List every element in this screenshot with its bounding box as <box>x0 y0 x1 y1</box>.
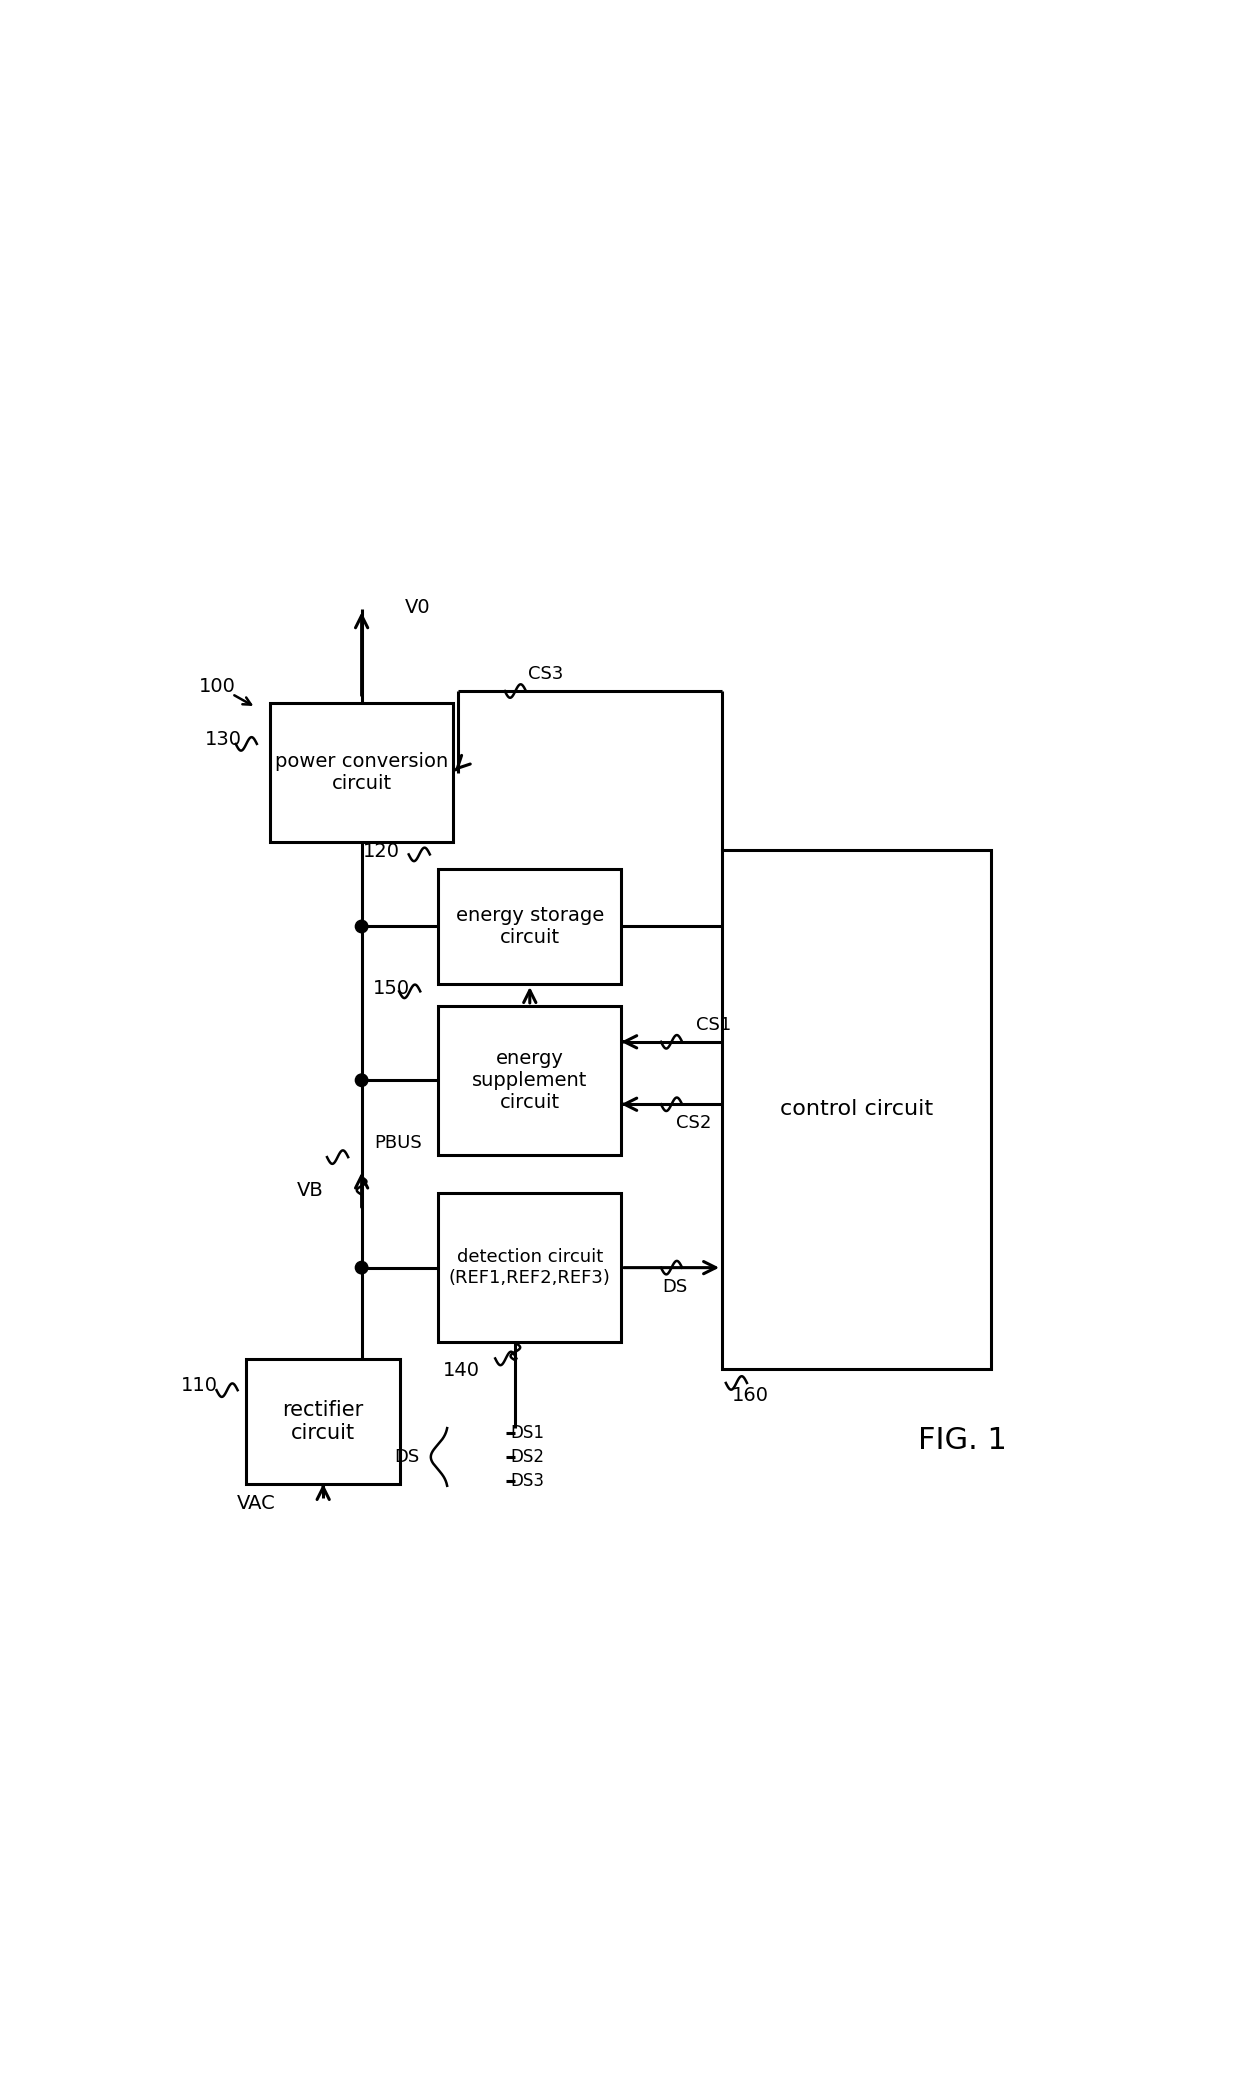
FancyBboxPatch shape <box>439 1193 621 1343</box>
Text: energy
supplement
circuit: energy supplement circuit <box>472 1049 588 1112</box>
FancyBboxPatch shape <box>439 1006 621 1156</box>
Text: CS1: CS1 <box>696 1016 730 1033</box>
Text: DS1: DS1 <box>511 1424 544 1443</box>
Text: power conversion
circuit: power conversion circuit <box>275 752 448 793</box>
Circle shape <box>356 1262 368 1274</box>
Text: DS: DS <box>662 1278 687 1295</box>
Text: 110: 110 <box>181 1376 217 1395</box>
Text: DS2: DS2 <box>511 1447 544 1466</box>
Text: DS: DS <box>394 1447 419 1466</box>
FancyBboxPatch shape <box>270 704 453 843</box>
Text: detection circuit
(REF1,REF2,REF3): detection circuit (REF1,REF2,REF3) <box>449 1249 611 1287</box>
Circle shape <box>356 920 368 933</box>
Text: CS2: CS2 <box>676 1114 712 1133</box>
Text: VAC: VAC <box>237 1493 275 1514</box>
Text: 100: 100 <box>200 677 236 695</box>
Text: 130: 130 <box>205 729 242 750</box>
Text: 120: 120 <box>363 841 401 862</box>
Text: VB: VB <box>296 1180 324 1199</box>
Text: CS3: CS3 <box>528 664 563 683</box>
Text: 150: 150 <box>372 979 409 997</box>
Text: rectifier
circuit: rectifier circuit <box>283 1399 363 1443</box>
Text: energy storage
circuit: energy storage circuit <box>455 906 604 947</box>
Text: control circuit: control circuit <box>780 1099 932 1118</box>
Circle shape <box>356 1074 368 1087</box>
FancyBboxPatch shape <box>439 868 621 985</box>
Text: 140: 140 <box>444 1362 480 1380</box>
FancyBboxPatch shape <box>247 1360 401 1484</box>
Text: V0: V0 <box>404 598 430 616</box>
Text: FIG. 1: FIG. 1 <box>918 1426 1007 1455</box>
Text: PBUS: PBUS <box>374 1135 422 1151</box>
Text: DS3: DS3 <box>511 1472 544 1491</box>
Text: 160: 160 <box>732 1387 769 1405</box>
FancyBboxPatch shape <box>722 849 991 1368</box>
